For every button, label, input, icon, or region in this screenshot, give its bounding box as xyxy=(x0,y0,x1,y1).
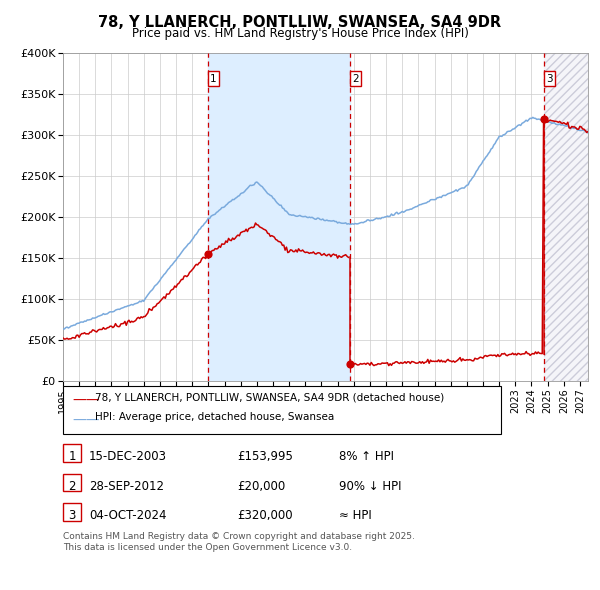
Text: 2: 2 xyxy=(352,74,359,84)
Point xyxy=(203,250,212,259)
Text: 2: 2 xyxy=(68,480,76,493)
Text: 15-DEC-2003: 15-DEC-2003 xyxy=(89,450,167,463)
Point xyxy=(539,114,548,123)
Bar xyxy=(544,53,588,381)
Text: 90% ↓ HPI: 90% ↓ HPI xyxy=(339,480,401,493)
Text: 1: 1 xyxy=(210,74,217,84)
Text: £153,995: £153,995 xyxy=(237,450,293,463)
Text: 78, Y LLANERCH, PONTLLIW, SWANSEA, SA4 9DR (detached house): 78, Y LLANERCH, PONTLLIW, SWANSEA, SA4 9… xyxy=(95,393,444,403)
Bar xyxy=(544,53,588,381)
Text: 28-SEP-2012: 28-SEP-2012 xyxy=(89,480,164,493)
Text: 1: 1 xyxy=(68,450,76,463)
Text: HPI: Average price, detached house, Swansea: HPI: Average price, detached house, Swan… xyxy=(95,412,334,422)
Text: 3: 3 xyxy=(68,509,76,522)
Text: Price paid vs. HM Land Registry's House Price Index (HPI): Price paid vs. HM Land Registry's House … xyxy=(131,27,469,40)
Text: 78, Y LLANERCH, PONTLLIW, SWANSEA, SA4 9DR: 78, Y LLANERCH, PONTLLIW, SWANSEA, SA4 9… xyxy=(98,15,502,30)
Point xyxy=(345,359,355,369)
Text: 04-OCT-2024: 04-OCT-2024 xyxy=(89,509,166,522)
Text: 3: 3 xyxy=(546,74,553,84)
Text: Contains HM Land Registry data © Crown copyright and database right 2025.
This d: Contains HM Land Registry data © Crown c… xyxy=(63,532,415,552)
Text: ——: —— xyxy=(72,414,100,428)
Text: £320,000: £320,000 xyxy=(237,509,293,522)
Text: ≈ HPI: ≈ HPI xyxy=(339,509,372,522)
Text: £20,000: £20,000 xyxy=(237,480,285,493)
Text: 8% ↑ HPI: 8% ↑ HPI xyxy=(339,450,394,463)
Bar xyxy=(208,53,350,381)
Text: ——: —— xyxy=(72,394,100,408)
